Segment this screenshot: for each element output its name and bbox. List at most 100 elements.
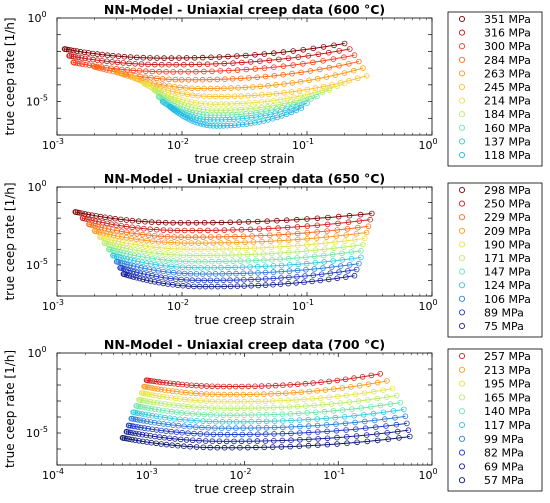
legend-marker (458, 394, 466, 401)
data-point (198, 383, 205, 389)
data-point (294, 224, 301, 230)
data-point (339, 407, 346, 413)
data-point (280, 63, 287, 69)
data-point (143, 432, 150, 439)
data-point (223, 258, 229, 265)
x-tick-label: 10-1 (323, 467, 345, 482)
data-point (233, 425, 239, 432)
data-point (384, 378, 390, 384)
data-point (321, 246, 328, 253)
data-point (170, 220, 176, 226)
data-point (294, 403, 301, 410)
data-point (171, 234, 178, 240)
data-point (188, 417, 194, 424)
data-point (158, 400, 164, 407)
data-point (201, 68, 207, 75)
data-point (289, 80, 296, 86)
data-point (258, 92, 265, 98)
data-point (263, 404, 269, 411)
data-point (270, 50, 277, 56)
x-tick-base: 10 (418, 300, 432, 313)
legend-marker (458, 449, 466, 456)
data-point (161, 434, 168, 441)
data-point (358, 405, 365, 411)
data-point (328, 264, 335, 270)
data-point (142, 243, 149, 250)
data-point (332, 414, 339, 421)
data-point (135, 218, 142, 225)
data-point (304, 216, 310, 222)
data-point (368, 210, 375, 217)
data-point (103, 67, 110, 73)
data-point (207, 122, 213, 129)
data-point (81, 49, 88, 56)
data-point (346, 212, 353, 219)
data-point (271, 411, 278, 418)
data-point (76, 210, 83, 216)
data-point (271, 72, 278, 79)
data-point (264, 218, 271, 225)
legend-marker (458, 29, 466, 36)
data-point (147, 384, 153, 391)
data-point (255, 405, 262, 411)
data-point (295, 261, 302, 268)
series-300-MPa (70, 52, 358, 75)
data-point (139, 231, 146, 238)
legend-marker (458, 408, 466, 415)
x-tick-label: 10-3 (42, 137, 64, 152)
data-point (350, 67, 357, 74)
data-point (123, 229, 130, 236)
data-point (192, 119, 199, 125)
x-tick-base: 10 (323, 469, 337, 482)
data-point (298, 105, 305, 111)
data-point (352, 419, 358, 426)
data-point (216, 438, 223, 445)
data-point (127, 251, 134, 258)
data-point (314, 416, 321, 422)
data-point (257, 58, 263, 64)
data-point (334, 434, 340, 441)
data-point (71, 47, 77, 54)
data-point (252, 51, 258, 58)
data-point (141, 425, 148, 431)
data-point (207, 85, 214, 92)
data-point (212, 93, 219, 100)
data-point (310, 380, 316, 386)
data-point (285, 243, 292, 250)
data-point (119, 239, 126, 246)
data-point (240, 391, 247, 398)
data-point (147, 391, 153, 398)
data-point (279, 424, 286, 431)
data-point (249, 233, 255, 239)
legend-marker (458, 43, 466, 50)
data-point (151, 419, 158, 426)
data-point (384, 429, 391, 436)
data-point (341, 40, 348, 47)
data-point (130, 263, 137, 269)
data-point (163, 380, 170, 386)
data-point (304, 223, 311, 229)
data-point (383, 423, 389, 429)
data-point (313, 235, 320, 241)
data-point (218, 240, 224, 246)
data-point (295, 410, 302, 417)
legend-box (447, 348, 543, 492)
data-point (254, 263, 261, 270)
data-point (361, 235, 368, 242)
data-point (305, 416, 312, 423)
legend-label: 89 MPa (484, 306, 524, 319)
data-point (298, 69, 304, 76)
model-curve (123, 273, 355, 288)
data-point (149, 385, 156, 391)
data-point (275, 390, 282, 397)
data-point (268, 244, 275, 251)
data-point (246, 100, 252, 106)
data-point (183, 277, 190, 283)
data-point (234, 405, 241, 412)
data-point (133, 274, 140, 281)
data-point (353, 266, 360, 273)
chart-title: NN-Model - Uniaxial creep data (600 °C) (104, 2, 385, 17)
data-point (295, 54, 302, 60)
data-point (322, 387, 329, 393)
